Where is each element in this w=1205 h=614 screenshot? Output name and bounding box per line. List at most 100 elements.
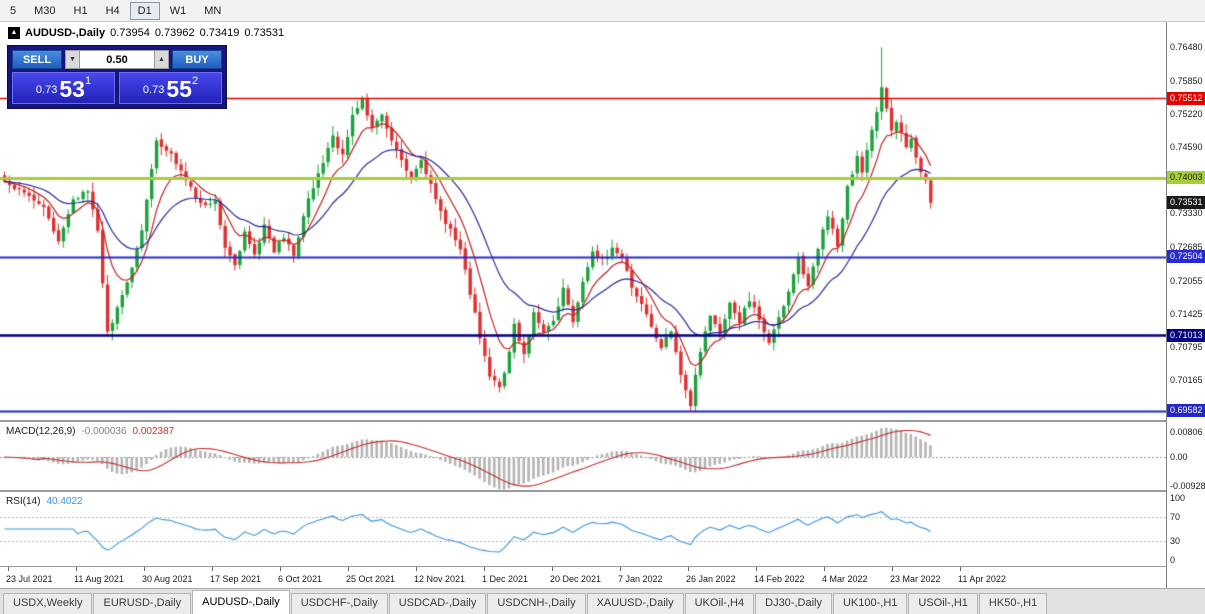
time-axis-label: 4 Mar 2022	[822, 574, 868, 584]
timeframe-toolbar: 5 M30 H1 H4 D1 W1 MN	[0, 0, 1205, 22]
price-axis-badge: 0.72504	[1167, 250, 1205, 264]
chart-tab-audusd-daily[interactable]: AUDUSD-,Daily	[192, 590, 290, 614]
price-axis-label: 0.72685	[1170, 242, 1203, 253]
time-axis-tick	[348, 567, 349, 571]
time-axis-tick	[756, 567, 757, 571]
bid-price-digits: 53	[59, 76, 85, 102]
chart-tab-usdx-weekly[interactable]: USDX,Weekly	[3, 593, 93, 614]
time-axis-label: 6 Oct 2021	[278, 574, 323, 584]
time-axis-label: 23 Jul 2021	[6, 574, 53, 584]
buy-price-button[interactable]: 0.73 55 2	[119, 72, 222, 104]
rsi-axis-label: 30	[1170, 536, 1181, 547]
time-axis-label: 25 Oct 2021	[346, 574, 396, 584]
symbol-period-label: AUDUSD-,Daily	[25, 27, 106, 39]
volume-increase-button[interactable]: ▲	[154, 50, 169, 69]
chart-tab-hk50-h1[interactable]: HK50-,H1	[978, 593, 1048, 614]
volume-input[interactable]: 0.50	[80, 50, 154, 69]
quote-close-value: 0.73531	[244, 27, 285, 39]
time-axis-label: 14 Feb 2022	[754, 574, 805, 584]
price-axis[interactable]: 0.76480 0.75850 0.75220 0.74590 0.73330 0.726…	[1166, 22, 1205, 588]
time-axis-label: 23 Mar 2022	[890, 574, 941, 584]
chart-tab-bar: USDX,Weekly EURUSD-,Daily AUDUSD-,Daily USD…	[0, 588, 1205, 614]
volume-stepper: ▼ 0.50 ▲	[65, 50, 169, 69]
chart-tab-ukoil-h4[interactable]: UKOil-,H4	[684, 593, 755, 614]
price-axis-label: 0.74590	[1170, 141, 1203, 152]
price-axis-label: 0.71425	[1170, 308, 1203, 319]
timeframe-button-5[interactable]: 5	[2, 2, 24, 20]
time-axis-label: 17 Sep 2021	[210, 574, 262, 584]
timeframe-button-d1[interactable]: D1	[129, 1, 160, 20]
quote-low-value: 0.73419	[199, 27, 240, 39]
one-click-trade-panel: SELL ▼ 0.50 ▲ BUY 0.73 53 1 0.73 55 2	[8, 46, 226, 108]
time-axis-tick	[484, 567, 485, 571]
time-axis-tick	[892, 567, 893, 571]
quote-high-value: 0.73962	[154, 27, 195, 39]
chart-tab-dj30-daily[interactable]: DJ30-,Daily	[755, 593, 832, 614]
time-axis-label: 11 Aug 2021	[74, 574, 124, 584]
macd-axis-label: 0.00	[1170, 452, 1188, 463]
price-axis-label: 0.75220	[1170, 108, 1203, 119]
price-axis-badge: 0.71013	[1167, 328, 1205, 342]
sell-price-button[interactable]: 0.73 53 1	[12, 72, 115, 104]
ask-price-digits: 55	[166, 76, 192, 102]
time-axis-label: 1 Dec 2021	[482, 574, 529, 584]
price-axis-label: 0.73330	[1170, 208, 1203, 219]
chart-tab-usdcnh-daily[interactable]: USDCNH-,Daily	[487, 593, 586, 614]
ask-price-point: 2	[191, 75, 199, 87]
time-axis-label: 30 Aug 2021	[142, 574, 193, 584]
price-axis-badge: 0.75512	[1167, 91, 1205, 105]
time-axis-label: 7 Jan 2022	[618, 574, 663, 584]
price-axis-label: 0.70165	[1170, 375, 1203, 386]
volume-decrease-button[interactable]: ▼	[65, 50, 80, 69]
time-axis-label: 11 Apr 2022	[958, 574, 1006, 584]
rsi-axis-label: 0	[1170, 554, 1176, 565]
rsi-panel-canvas[interactable]	[0, 492, 1166, 566]
time-axis-tick	[76, 567, 77, 571]
timeframe-button-w1[interactable]: W1	[162, 2, 195, 20]
rsi-name: RSI(14)	[6, 496, 41, 507]
symbol-marker-icon: ▲	[8, 27, 20, 39]
quote-header: ▲ AUDUSD-,Daily 0.73954 0.73962 0.73419 …	[8, 27, 284, 39]
time-axis-tick	[416, 567, 417, 571]
quote-open-value: 0.73954	[110, 27, 150, 39]
time-axis-tick	[8, 567, 9, 571]
macd-axis-label: -0.00928	[1170, 480, 1205, 491]
time-axis-label: 12 Nov 2021	[414, 574, 466, 584]
price-axis-badge: 0.74003	[1167, 171, 1205, 185]
time-axis-label: 20 Dec 2021	[550, 574, 602, 584]
rsi-axis-label: 70	[1170, 511, 1181, 522]
price-axis-label: 0.75850	[1170, 75, 1203, 86]
time-axis-label: 26 Jan 2022	[686, 574, 736, 584]
macd-name: MACD(12,26,9)	[6, 426, 76, 437]
time-axis-tick	[688, 567, 689, 571]
timeframe-button-h4[interactable]: H4	[98, 2, 128, 20]
chart-tab-uk100-h1[interactable]: UK100-,H1	[832, 593, 908, 614]
panel-splitter[interactable]	[0, 420, 1205, 422]
buy-button[interactable]: BUY	[172, 50, 222, 69]
panel-splitter[interactable]	[0, 490, 1205, 492]
macd-main-value: -0.000036	[81, 426, 127, 437]
price-axis-label: 0.76480	[1170, 42, 1203, 53]
time-axis-tick	[620, 567, 621, 571]
time-axis[interactable]: 23 Jul 2021 11 Aug 2021 30 Aug 2021 17 Sep …	[0, 566, 1166, 588]
rsi-indicator-label: RSI(14) 40.4022	[6, 496, 83, 507]
macd-indicator-label: MACD(12,26,9) -0.000036 0.002387	[6, 426, 174, 437]
bid-price-point: 1	[84, 75, 92, 87]
chart-tab-usoil-h1[interactable]: USOil-,H1	[908, 593, 978, 614]
chart-tab-usdcad-daily[interactable]: USDCAD-,Daily	[388, 593, 487, 614]
chart-tab-eurusd-daily[interactable]: EURUSD-,Daily	[93, 593, 192, 614]
timeframe-button-mn[interactable]: MN	[196, 2, 229, 20]
macd-axis-label: 0.00806	[1170, 427, 1203, 438]
sell-button[interactable]: SELL	[12, 50, 62, 69]
chart-tab-xauusd-daily[interactable]: XAUUSD-,Daily	[586, 593, 684, 614]
time-axis-tick	[144, 567, 145, 571]
chart-tab-usdchf-daily[interactable]: USDCHF-,Daily	[290, 593, 388, 614]
time-axis-tick	[960, 567, 961, 571]
timeframe-button-m30[interactable]: M30	[26, 2, 63, 20]
price-axis-label: 0.72055	[1170, 275, 1203, 286]
macd-panel-canvas[interactable]	[0, 422, 1166, 490]
time-axis-tick	[212, 567, 213, 571]
price-axis-badge: 0.69582	[1167, 404, 1205, 418]
price-axis-badge: 0.73531	[1167, 196, 1205, 210]
timeframe-button-h1[interactable]: H1	[66, 2, 96, 20]
